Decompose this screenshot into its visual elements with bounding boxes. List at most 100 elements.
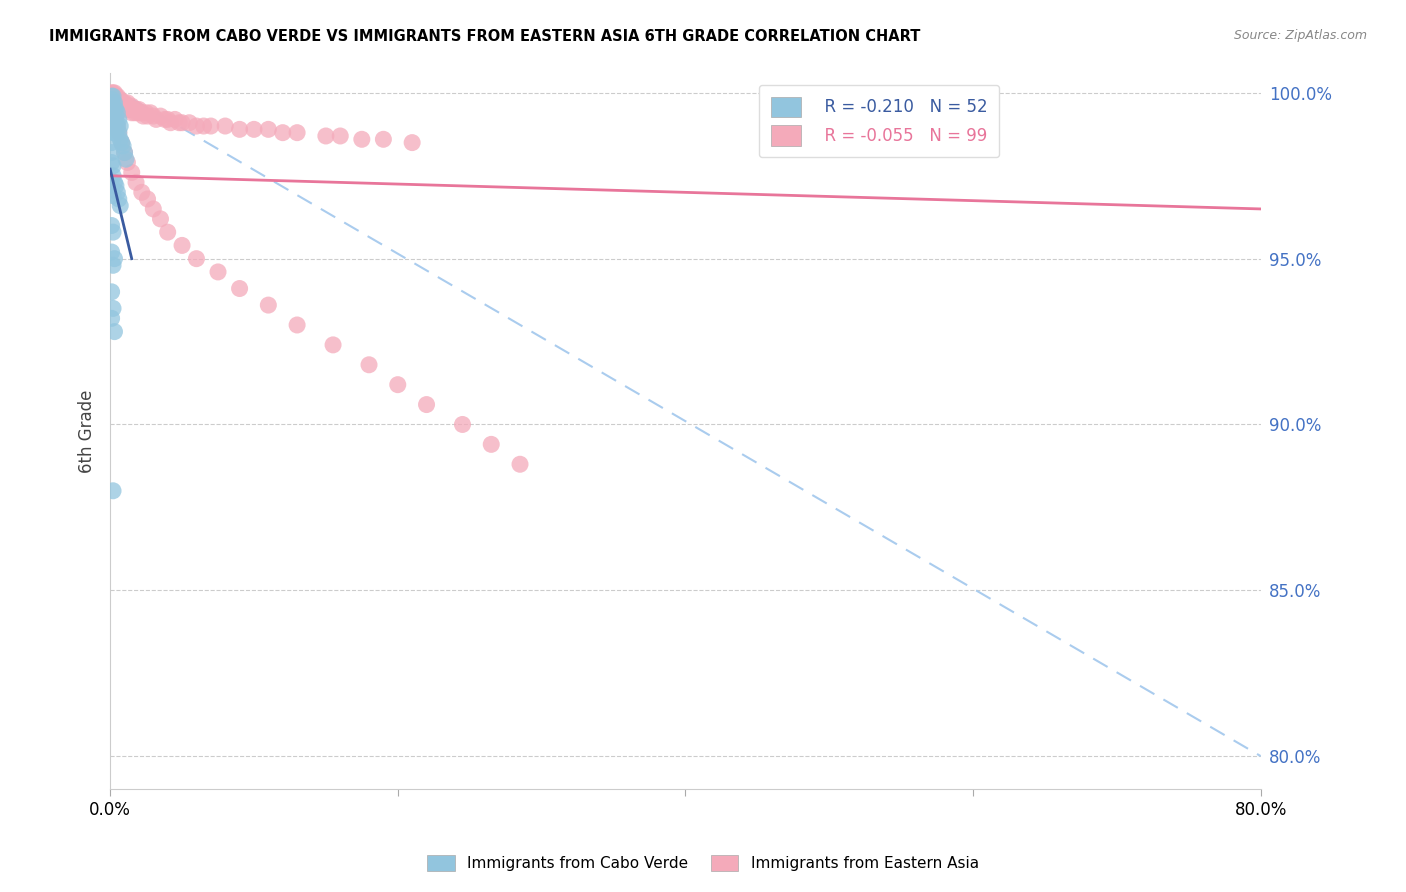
Point [101,109,124,123]
Point [100,89,122,103]
Point [101,258,124,272]
Point [100,136,122,150]
Point [125,103,148,117]
Point [207,265,229,279]
Point [104,178,127,193]
Point [100,89,122,103]
Point [114,99,136,113]
Point [101,119,124,133]
Point [135,105,157,120]
Point [104,126,127,140]
Point [387,377,409,392]
Point [103,103,125,117]
Point [100,93,122,107]
Point [112,95,135,110]
Point [101,89,124,103]
Point [115,99,138,113]
Point [101,126,124,140]
Point [103,89,125,103]
Text: IMMIGRANTS FROM CABO VERDE VS IMMIGRANTS FROM EASTERN ASIA 6TH GRADE CORRELATION: IMMIGRANTS FROM CABO VERDE VS IMMIGRANTS… [49,29,921,44]
Point [105,105,128,120]
Point [153,112,176,127]
Point [101,95,124,110]
Point [101,89,124,103]
Point [415,398,437,412]
Point [401,136,423,150]
Point [100,95,122,110]
Point [103,112,125,127]
Point [200,119,222,133]
Point [129,105,152,120]
Point [170,238,193,252]
Point [103,252,125,266]
Point [101,86,124,100]
Point [105,186,128,200]
Point [112,99,135,113]
Point [101,188,124,202]
Point [107,126,129,140]
Point [107,95,129,110]
Point [128,103,150,117]
Point [103,103,125,117]
Point [104,103,127,117]
Point [156,112,179,127]
Point [118,99,141,113]
Point [139,105,162,120]
Point [104,95,127,110]
Point [357,358,380,372]
Point [122,103,145,117]
Point [142,202,165,216]
Point [145,112,167,127]
Point [124,105,146,120]
Point [100,245,122,260]
Y-axis label: 6th Grade: 6th Grade [79,390,96,473]
Point [100,119,122,133]
Point [243,122,266,136]
Point [110,95,132,110]
Point [100,145,122,160]
Point [103,86,125,100]
Point [131,186,153,200]
Legend:   R = -0.210   N = 52,   R = -0.055   N = 99: R = -0.210 N = 52, R = -0.055 N = 99 [759,85,1000,157]
Point [257,298,280,312]
Point [107,99,129,113]
Point [142,109,165,123]
Point [315,128,337,143]
Point [111,99,134,113]
Point [105,93,128,107]
Point [156,225,179,239]
Point [121,165,143,179]
Point [111,136,134,150]
Point [104,112,127,127]
Point [214,119,236,133]
Point [103,175,125,189]
Point [114,95,136,110]
Point [101,103,124,117]
Point [115,152,138,166]
Point [103,95,125,110]
Point [228,281,250,295]
Point [105,95,128,110]
Point [271,126,294,140]
Point [228,122,250,136]
Point [105,119,128,133]
Point [100,178,122,193]
Point [136,192,159,206]
Point [101,95,124,110]
Point [373,132,395,146]
Point [114,145,136,160]
Point [100,89,122,103]
Point [121,99,143,113]
Point [114,145,136,160]
Point [104,89,127,103]
Point [149,211,172,226]
Point [117,95,139,110]
Point [101,169,124,183]
Point [107,126,129,140]
Point [350,132,373,146]
Point [110,132,132,146]
Point [132,109,155,123]
Point [100,93,122,107]
Point [104,93,127,107]
Point [110,93,132,107]
